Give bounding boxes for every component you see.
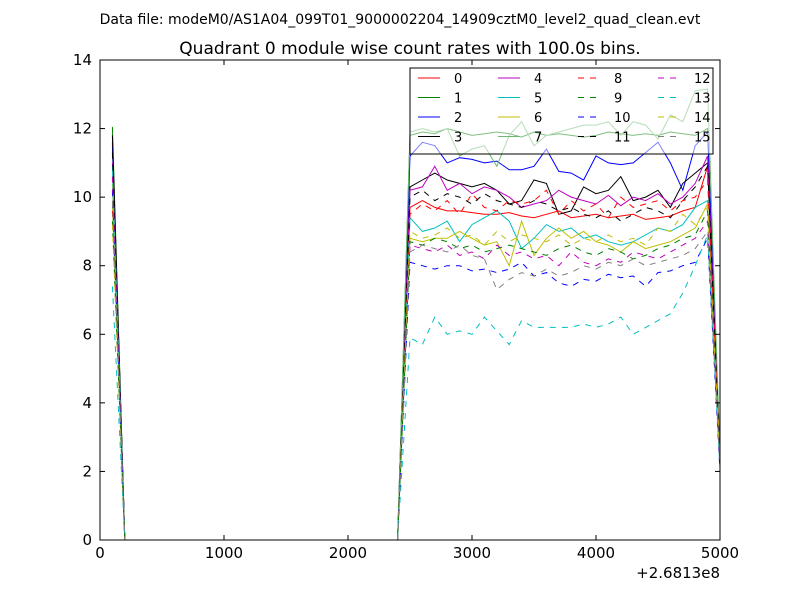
y-tick-label: 2 [82,462,92,480]
x-offset-label: +2.6813e8 [636,564,720,582]
x-tick-label: 0 [95,544,105,562]
series-line-14 [111,205,721,541]
legend-label-8: 8 [614,72,622,87]
legend-label-10: 10 [614,111,631,126]
legend-label-6: 6 [534,111,542,126]
legend-label-3: 3 [454,131,462,146]
y-tick-label: 8 [82,257,92,275]
suptitle: Data file: modeM0/AS1A04_099T01_90000022… [100,12,701,28]
series-line-8 [111,178,721,541]
y-tick-label: 14 [73,51,92,69]
x-tick-label: 3000 [453,544,491,562]
legend-label-7: 7 [534,131,542,146]
series-line-12 [111,176,721,541]
legend-label-0: 0 [454,72,462,87]
legend-label-1: 1 [454,92,462,107]
series-line-10 [111,190,721,541]
y-tick-label: 12 [73,120,92,138]
chart-title: Quadrant 0 module wise count rates with … [179,39,640,59]
legend-label-11: 11 [614,131,631,146]
legend-label-9: 9 [614,92,622,107]
x-tick-label: 2000 [329,544,367,562]
legend-label-12: 12 [694,72,711,87]
y-tick-label: 0 [82,531,92,549]
y-tick-label: 6 [82,325,92,343]
y-tick-label: 4 [82,394,92,412]
legend-label-2: 2 [454,111,462,126]
legend-frame [409,67,714,155]
series-line-13 [111,234,721,541]
x-tick-label: 1000 [205,544,243,562]
legend-label-13: 13 [694,92,711,107]
y-tick-label: 10 [73,188,92,206]
legend-label-4: 4 [534,72,542,87]
series-line-11 [111,152,721,541]
legend-label-5: 5 [534,92,542,107]
legend-label-15: 15 [694,131,711,146]
series-line-15 [111,200,721,541]
x-tick-label: 5000 [701,544,739,562]
x-tick-label: 4000 [577,544,615,562]
axes-border [99,59,721,541]
legend-label-14: 14 [694,111,711,126]
